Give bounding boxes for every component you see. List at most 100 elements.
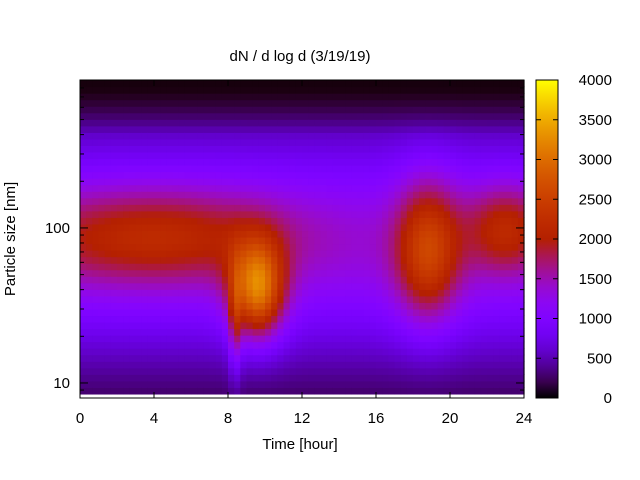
heatmap-cell — [394, 302, 402, 310]
heatmap-cell — [308, 204, 315, 212]
heatmap-cell — [289, 106, 297, 114]
colorbar-tick-label: 3500 — [579, 112, 612, 129]
heatmap-cell — [413, 380, 420, 388]
heatmap-cell — [86, 217, 93, 225]
heatmap-cell — [215, 380, 223, 388]
heatmap-cell — [431, 86, 439, 94]
heatmap-cell — [505, 106, 513, 114]
heatmap-cell — [265, 269, 272, 277]
heatmap-cell — [326, 295, 334, 303]
heatmap-cell — [505, 361, 513, 369]
heatmap-cell — [419, 171, 426, 179]
heatmap-cell — [283, 315, 291, 323]
heatmap-cell — [499, 112, 507, 120]
heatmap-cell — [92, 269, 100, 277]
heatmap-cell — [499, 184, 507, 192]
heatmap-cell — [258, 158, 266, 166]
heatmap-cell — [511, 236, 519, 245]
heatmap-cell — [86, 321, 93, 330]
heatmap-cell — [265, 223, 272, 232]
heatmap-cell — [382, 348, 389, 356]
heatmap-cell — [413, 210, 420, 218]
heatmap-cell — [80, 191, 87, 199]
heatmap-cell — [493, 276, 500, 284]
heatmap-cell — [221, 282, 229, 290]
heatmap-cell — [425, 86, 433, 94]
heatmap-cell — [203, 341, 211, 349]
heatmap-cell — [382, 367, 389, 375]
heatmap-cell — [135, 112, 143, 120]
heatmap-cell — [462, 210, 470, 218]
heatmap-cell — [443, 99, 451, 107]
heatmap-cell — [425, 217, 433, 225]
heatmap-cell — [135, 361, 143, 369]
heatmap-cell — [474, 204, 482, 212]
heatmap-cell — [283, 269, 291, 277]
heatmap-cell — [431, 380, 439, 388]
heatmap-cell — [283, 250, 291, 258]
heatmap-cell — [376, 236, 383, 245]
heatmap-cell — [468, 145, 476, 153]
heatmap-cell — [147, 348, 155, 356]
heatmap-cell — [265, 93, 272, 101]
heatmap-cell — [302, 80, 309, 88]
heatmap-cell — [480, 165, 488, 173]
heatmap-cell — [295, 276, 303, 284]
heatmap-cell — [209, 145, 217, 153]
heatmap-cell — [437, 295, 445, 303]
heatmap-cell — [234, 171, 241, 179]
heatmap-cell — [388, 315, 396, 323]
heatmap-cell — [320, 197, 328, 205]
heatmap-cell — [104, 86, 112, 94]
heatmap-cell — [320, 315, 328, 323]
heatmap-cell — [135, 125, 143, 133]
heatmap-cell — [252, 269, 260, 277]
heatmap-cell — [517, 125, 525, 133]
heatmap-cell — [419, 112, 426, 120]
heatmap-cell — [277, 302, 285, 310]
heatmap-cell — [425, 112, 433, 120]
heatmap-cell — [129, 99, 137, 107]
heatmap-cell — [104, 99, 112, 107]
heatmap-cell — [240, 321, 248, 330]
heatmap-cell — [302, 145, 309, 153]
heatmap-cell — [511, 191, 519, 199]
heatmap-cell — [511, 210, 519, 218]
heatmap-cell — [135, 276, 143, 284]
heatmap-cell — [160, 99, 167, 107]
heatmap-cell — [203, 184, 211, 192]
heatmap-cell — [295, 99, 303, 107]
heatmap-cell — [184, 184, 192, 192]
heatmap-cell — [141, 184, 149, 192]
heatmap-cell — [92, 380, 100, 388]
heatmap-cell — [345, 282, 352, 290]
colorbar-tick-label: 1000 — [579, 311, 612, 328]
heatmap-cell — [184, 151, 192, 160]
heatmap-cell — [289, 361, 297, 369]
heatmap-cell — [123, 210, 130, 218]
heatmap-cell — [419, 308, 426, 317]
heatmap-cell — [425, 191, 433, 199]
heatmap-cell — [166, 230, 174, 238]
heatmap-cell — [258, 243, 266, 251]
heatmap-cell — [117, 348, 124, 356]
heatmap-cell — [339, 230, 346, 238]
heatmap-cell — [339, 99, 346, 107]
heatmap-cell — [474, 321, 482, 330]
heatmap-cell — [92, 197, 100, 205]
heatmap-cell — [388, 80, 396, 88]
heatmap-cell — [80, 354, 87, 362]
heatmap-cell — [104, 223, 112, 232]
heatmap-cell — [209, 289, 217, 297]
heatmap-cell — [184, 328, 192, 336]
heatmap-cell — [252, 354, 260, 362]
heatmap-cell — [295, 223, 303, 232]
heatmap-cell — [191, 354, 198, 362]
heatmap-cell — [431, 341, 439, 349]
heatmap-cell — [493, 99, 500, 107]
heatmap-cell — [400, 243, 408, 251]
heatmap-cell — [351, 217, 359, 225]
heatmap-cell — [505, 341, 513, 349]
heatmap-cell — [277, 315, 285, 323]
heatmap-cell — [191, 99, 198, 107]
